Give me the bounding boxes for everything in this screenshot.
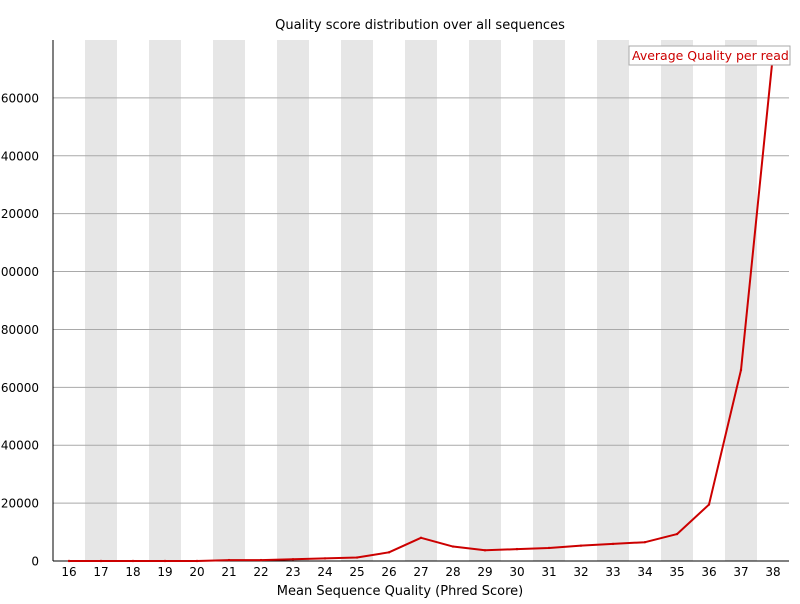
y-tick-label-160000: 160000 — [0, 91, 39, 105]
band-33 — [597, 40, 629, 561]
band-25 — [341, 40, 373, 561]
legend-box — [628, 45, 791, 66]
alternating-bands — [85, 40, 757, 561]
y-tick-label-100000: 100000 — [0, 265, 39, 279]
x-tick-label-36: 36 — [701, 565, 716, 579]
legend: Average Quality per read — [628, 45, 791, 66]
x-tick-label-35: 35 — [669, 565, 684, 579]
x-tick-label-18: 18 — [125, 565, 140, 579]
y-tick-label-120000: 120000 — [0, 207, 39, 221]
data-point-30 — [515, 547, 519, 551]
data-point-25 — [355, 556, 359, 559]
x-axis-label: Mean Sequence Quality (Phred Score) — [277, 584, 523, 599]
x-axis-tick-labels: 16 17 18 19 20 21 22 23 24 25 26 27 28 29 30 31 32 33 34 35… — [61, 565, 780, 579]
y-tick-label-40000: 40000 — [1, 439, 39, 453]
band-23 — [277, 40, 309, 561]
band-19 — [149, 40, 181, 561]
legend-label: Average Quality per read — [632, 48, 789, 63]
band-31 — [533, 40, 565, 561]
series-layer — [67, 53, 775, 563]
data-point-24 — [323, 557, 327, 560]
data-point-33 — [611, 542, 615, 546]
x-tick-label-22: 22 — [253, 565, 268, 579]
data-point-34 — [643, 540, 647, 544]
data-point-35 — [675, 532, 679, 536]
y-tick-label-60000: 60000 — [1, 381, 39, 395]
band-27 — [405, 40, 437, 561]
data-point-19 — [163, 559, 167, 563]
x-tick-label-24: 24 — [317, 565, 332, 579]
y-tick-label-140000: 140000 — [0, 149, 39, 163]
data-point-28 — [451, 545, 455, 548]
y-tick-label-20000: 20000 — [1, 497, 39, 511]
x-tick-label-29: 29 — [477, 565, 492, 579]
data-point-31 — [547, 546, 551, 550]
chart-title: Quality score distribution over all sequ… — [275, 18, 565, 33]
x-tick-label-31: 31 — [541, 565, 556, 579]
data-point-29 — [483, 549, 487, 552]
data-point-17 — [99, 559, 103, 563]
data-point-20 — [195, 559, 199, 563]
x-tick-label-33: 33 — [605, 565, 620, 579]
x-tick-label-32: 32 — [573, 565, 588, 579]
y-axis-tick-labels: 0 20000 40000 60000 80000 100000 120000 140000 1… — [0, 91, 39, 568]
data-point-32 — [579, 544, 583, 547]
x-tick-label-38: 38 — [765, 565, 780, 579]
data-point-23 — [291, 558, 295, 561]
data-point-36 — [707, 503, 711, 506]
data-point-22 — [259, 558, 263, 562]
x-tick-label-37: 37 — [733, 565, 748, 579]
x-tick-label-16: 16 — [61, 565, 76, 579]
x-tick-label-27: 27 — [413, 565, 428, 579]
x-tick-label-28: 28 — [445, 565, 460, 579]
band-35 — [661, 40, 693, 561]
data-point-37 — [739, 368, 743, 372]
x-tick-label-30: 30 — [509, 565, 524, 579]
y-tick-label-0: 0 — [31, 555, 39, 569]
x-tick-label-19: 19 — [157, 565, 172, 579]
horizontal-gridlines — [53, 97, 789, 504]
x-tick-label-20: 20 — [189, 565, 204, 579]
data-point-26 — [387, 551, 391, 554]
band-37 — [725, 40, 757, 561]
data-point-18 — [131, 559, 135, 563]
data-point-21 — [227, 558, 231, 562]
x-tick-label-26: 26 — [381, 565, 396, 579]
data-point-16 — [67, 559, 71, 563]
x-tick-label-25: 25 — [349, 565, 364, 579]
x-tick-label-17: 17 — [93, 565, 108, 579]
band-29 — [469, 40, 501, 561]
x-tick-label-34: 34 — [637, 565, 652, 579]
data-point-27 — [419, 536, 423, 540]
band-17 — [85, 40, 117, 561]
x-tick-label-21: 21 — [221, 565, 236, 579]
x-tick-label-23: 23 — [285, 565, 300, 579]
y-tick-label-80000: 80000 — [1, 323, 39, 337]
band-21 — [213, 40, 245, 561]
